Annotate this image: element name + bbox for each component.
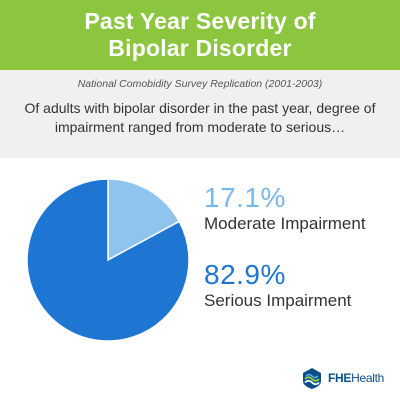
fhe-health-logo: FHEHealth [300, 366, 384, 390]
serious-label: Serious Impairment [204, 291, 352, 310]
title-banner: Past Year Severity of Bipolar Disorder [0, 0, 400, 70]
logo-wordmark: FHEHealth [328, 371, 384, 385]
stat-serious: 82.9% Serious Impairment [204, 259, 351, 311]
title-line-2: Bipolar Disorder [108, 35, 292, 61]
pie-chart [26, 178, 190, 342]
fhe-wave-logo-icon [303, 368, 321, 389]
pie-slice-moderate-impairment [107, 178, 181, 262]
intro-text: Of adults with bipolar disorder in the p… [24, 100, 376, 135]
logo-wordmark-health: Health [351, 371, 384, 385]
title-line-1: Past Year Severity of [84, 8, 316, 34]
intro-panel [0, 70, 400, 158]
logo-wordmark-fhe: FHE [328, 371, 352, 385]
serious-percent: 82.9% [204, 259, 286, 290]
pie-chart-svg [26, 178, 190, 342]
stat-moderate: 17.1% Moderate Impairment [204, 182, 366, 234]
moderate-label: Moderate Impairment [204, 214, 366, 233]
source-citation: National Comobidity Survey Replication (… [77, 78, 323, 90]
pie-slice-serious-impairment [26, 178, 190, 342]
moderate-percent: 17.1% [204, 182, 286, 213]
